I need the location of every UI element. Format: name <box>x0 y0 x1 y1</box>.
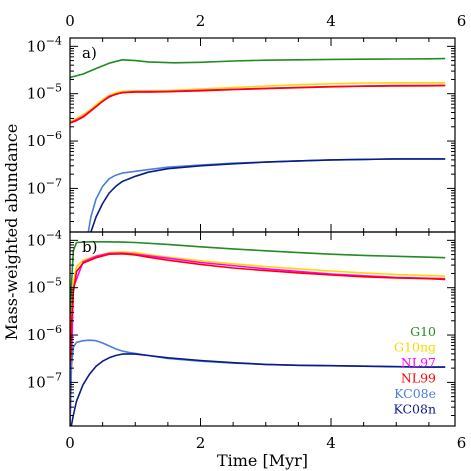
series-group <box>70 241 446 426</box>
series-line-kc08n <box>70 353 446 426</box>
y-tick-label: 10−5 <box>27 276 62 297</box>
series-line-kc08n <box>90 158 446 232</box>
x-tick-label-top: 6 <box>457 12 467 30</box>
x-tick-label: 2 <box>196 434 206 452</box>
legend-entry-g10: G10 <box>410 324 436 339</box>
series-line-g10 <box>70 57 446 79</box>
series-group <box>70 57 446 232</box>
series-line-kc08e <box>70 339 446 426</box>
legend-entry-nl97: NL97 <box>401 355 436 370</box>
legend-entry-kc08n: KC08n <box>393 402 436 417</box>
series-line-nl97 <box>70 252 446 426</box>
legend-entry-nl99: NL99 <box>401 371 436 386</box>
series-line-nl99 <box>70 84 446 124</box>
x-tick-label: 0 <box>65 434 75 452</box>
x-tick-label-top: 0 <box>65 12 75 30</box>
y-tick-label: 10−6 <box>27 323 62 344</box>
y-tick-label: 10−5 <box>27 82 62 103</box>
y-tick-label: 10−7 <box>27 370 62 391</box>
y-tick-label: 10−6 <box>27 129 62 150</box>
x-axis-label: Time [Myr] <box>217 451 308 470</box>
x-tick-label-top: 4 <box>326 12 336 30</box>
series-line-g10ng <box>70 251 446 426</box>
series-line-nl99 <box>70 253 446 426</box>
plot-frame <box>69 231 456 427</box>
legend-entry-g10ng: G10ng <box>394 340 436 355</box>
y-axis-label: Mass-weighted abundance <box>2 124 21 341</box>
panel-b: 10−7 10−6 10−5 10−4 b) G10G10ngNL97NL99KC08eK… <box>27 228 456 427</box>
y-tick-label: 10−4 <box>27 34 62 55</box>
y-tick-label: 10−7 <box>27 176 62 197</box>
series-line-g10 <box>70 241 446 426</box>
panel-label: b) <box>82 238 97 256</box>
panel-label: a) <box>82 44 97 62</box>
y-tick-label: 10−4 <box>27 228 62 249</box>
legend-entry-kc08e: KC08e <box>394 386 436 401</box>
plot-frame <box>69 37 456 233</box>
x-tick-label-top: 2 <box>196 12 206 30</box>
series-line-kc08e <box>87 158 446 232</box>
x-tick-label: 6 <box>457 434 467 452</box>
panel-a: 10−7 10−6 10−5 10−4 a) <box>27 34 456 233</box>
x-tick-label: 4 <box>326 434 336 452</box>
